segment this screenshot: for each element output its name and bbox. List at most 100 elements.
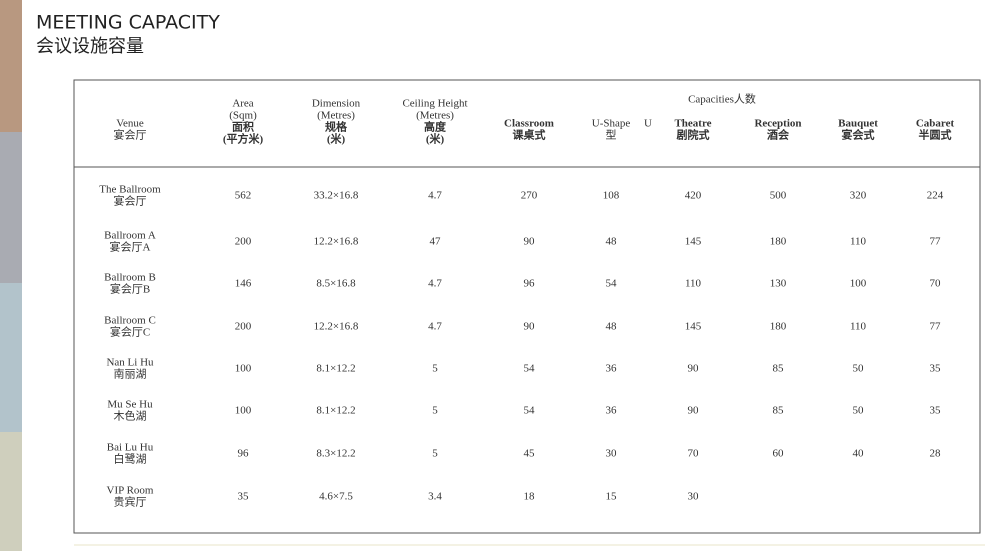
column-header: U-Shape: [592, 118, 631, 130]
venue-name: Ballroom A: [104, 230, 156, 242]
column-header: (米): [426, 132, 445, 146]
cell: 145: [685, 321, 702, 333]
cell: 77: [930, 236, 942, 248]
cell: 70: [688, 448, 700, 460]
column-header: Cabaret: [916, 118, 955, 130]
venue-name: Ballroom C: [104, 315, 156, 327]
column-header: 半圆式: [919, 128, 952, 142]
column-header: 高度: [424, 120, 447, 134]
column-header: U: [644, 118, 652, 130]
cell: 180: [770, 236, 787, 248]
cell: 15: [606, 491, 618, 503]
cell: 90: [524, 236, 536, 248]
cell: 18: [524, 491, 536, 503]
venue-name: 宴会厅: [114, 194, 147, 208]
cell: 36: [606, 405, 618, 417]
cell: 8.1×12.2: [316, 405, 355, 417]
cell: 8.3×12.2: [316, 448, 355, 460]
cell: 130: [770, 278, 787, 290]
column-header: Venue: [116, 118, 144, 130]
cell: 35: [238, 491, 250, 503]
column-header: Dimension: [312, 98, 361, 110]
column-header: 剧院式: [677, 128, 710, 142]
cell: 60: [773, 448, 785, 460]
column-header: 面积: [232, 120, 254, 134]
cell: 100: [235, 405, 252, 417]
cell: 90: [524, 321, 536, 333]
column-header: (平方米): [223, 132, 264, 146]
column-header: 规格: [325, 120, 348, 134]
stripe: [0, 283, 22, 432]
venue-name: VIP Room: [107, 485, 154, 497]
cell: 110: [685, 278, 702, 290]
cell: 100: [235, 363, 252, 375]
venue-name: 贵宾厅: [114, 495, 147, 509]
cell: 4.6×7.5: [319, 491, 353, 503]
group-header: Capacities人数: [688, 93, 756, 106]
cell: 5: [432, 363, 438, 375]
cell: 54: [524, 405, 536, 417]
cell: 4.7: [428, 190, 442, 202]
cell: 90: [688, 405, 700, 417]
cell: 500: [770, 190, 787, 202]
cell: 54: [524, 363, 536, 375]
cell: 45: [524, 448, 536, 460]
cell: 47: [430, 236, 442, 248]
column-header: 型: [606, 128, 617, 142]
column-header: 宴会厅: [114, 128, 147, 142]
column-header: Ceiling Height: [402, 98, 467, 110]
venue-name: Nan Li Hu: [106, 357, 154, 369]
venue-name: The Ballroom: [99, 184, 161, 196]
venue-name: Ballroom B: [104, 272, 156, 284]
column-header: 课桌式: [513, 128, 546, 142]
cell: 145: [685, 236, 702, 248]
cell: 200: [235, 321, 252, 333]
cell: 48: [606, 321, 618, 333]
cell: 33.2×16.8: [314, 190, 359, 202]
cell: 4.7: [428, 321, 442, 333]
cell: 77: [930, 321, 942, 333]
venue-name: 宴会厅B: [110, 282, 150, 296]
cell: 30: [688, 491, 700, 503]
cell: 8.1×12.2: [316, 363, 355, 375]
cell: 70: [930, 278, 942, 290]
stripe: [0, 432, 22, 551]
column-header: Area: [232, 98, 253, 110]
cell: 40: [853, 448, 865, 460]
venue-name: Bai Lu Hu: [107, 442, 154, 454]
cell: 85: [773, 405, 785, 417]
column-header: (Metres): [317, 110, 355, 122]
venue-name: Mu Se Hu: [107, 399, 153, 411]
stripe: [0, 0, 22, 132]
cell: 85: [773, 363, 785, 375]
cell: 90: [688, 363, 700, 375]
cell: 54: [606, 278, 618, 290]
column-header: Classroom: [504, 118, 554, 130]
cell: 180: [770, 321, 787, 333]
cell: 96: [238, 448, 250, 460]
cell: 35: [930, 405, 942, 417]
cell: 110: [850, 321, 867, 333]
column-header: (Metres): [416, 110, 454, 122]
cell: 270: [521, 190, 538, 202]
cell: 200: [235, 236, 252, 248]
cell: 30: [606, 448, 618, 460]
cell: 320: [850, 190, 867, 202]
cell: 224: [927, 190, 944, 202]
cell: 4.7: [428, 278, 442, 290]
column-header: Reception: [754, 118, 801, 130]
column-header: (米): [327, 132, 346, 146]
table-border: [73, 79, 981, 534]
cell: 12.2×16.8: [314, 321, 359, 333]
stripe: [0, 132, 22, 283]
cell: 420: [685, 190, 702, 202]
column-header: Bauquet: [838, 118, 878, 130]
venue-name: 宴会厅A: [110, 240, 151, 254]
cell: 5: [432, 448, 438, 460]
cell: 146: [235, 278, 252, 290]
cell: 35: [930, 363, 942, 375]
cell: 110: [850, 236, 867, 248]
cell: 562: [235, 190, 252, 202]
cell: 8.5×16.8: [316, 278, 356, 290]
